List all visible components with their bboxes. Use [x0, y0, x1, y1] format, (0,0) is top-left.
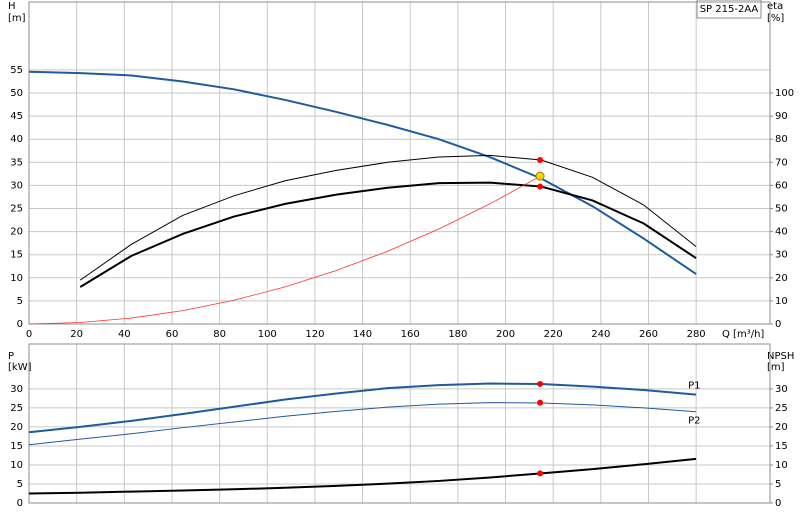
- plot-frame: [28, 343, 771, 504]
- y2-tick-label: 25: [775, 403, 788, 414]
- y-tick-label: 10: [10, 273, 23, 284]
- y-tick-label: 10: [10, 460, 23, 471]
- y-tick-label: 0: [17, 319, 23, 330]
- y2-tick-label: 50: [775, 204, 788, 215]
- y-tick-label: 45: [10, 111, 23, 122]
- operating-point: [537, 380, 544, 387]
- y-tick-label: 5: [17, 479, 23, 490]
- x-tick-label: 120: [305, 329, 324, 340]
- y-axis-unit: [kW]: [8, 362, 32, 373]
- x-tick-label: 140: [353, 329, 372, 340]
- y2-axis-label: eta: [767, 1, 783, 12]
- curve: [28, 457, 697, 495]
- y2-tick-label: 10: [775, 296, 788, 307]
- y2-tick-label: 0: [775, 498, 781, 509]
- y-tick-label: 20: [10, 422, 23, 433]
- pump-model: SP 215-2AA: [700, 4, 759, 15]
- y-tick-label: 0: [17, 498, 23, 509]
- x-axis-label: Q [m³/h]: [722, 329, 764, 340]
- y2-axis-unit: [m]: [767, 362, 785, 373]
- curve: [28, 175, 542, 325]
- y-tick-label: 5: [17, 296, 23, 307]
- y2-tick-label: 80: [775, 134, 788, 145]
- y2-tick-label: 15: [775, 441, 788, 452]
- curve: [79, 154, 697, 281]
- y-tick-label: 15: [10, 441, 23, 452]
- y-axis-label: P: [8, 351, 14, 362]
- y2-tick-label: 60: [775, 180, 788, 191]
- y-tick-label: 25: [10, 403, 23, 414]
- y-tick-label: 20: [10, 227, 23, 238]
- y-tick-label: 15: [10, 250, 23, 261]
- y-axis-label: H: [8, 1, 16, 12]
- plot-frame: [28, 1, 771, 325]
- operating-point: [537, 470, 544, 477]
- x-tick-label: 220: [544, 329, 563, 340]
- x-tick-label: 160: [401, 329, 420, 340]
- y2-tick-label: 20: [775, 422, 788, 433]
- curve-label: P1: [688, 381, 700, 392]
- y2-tick-label: 5: [775, 479, 781, 490]
- y2-axis-label: NPSH: [767, 351, 794, 362]
- y-tick-label: 35: [10, 157, 23, 168]
- y2-tick-label: 0: [775, 319, 781, 330]
- operating-point: [537, 399, 544, 406]
- x-tick-label: 60: [166, 329, 179, 340]
- y2-tick-label: 40: [775, 227, 788, 238]
- y2-tick-label: 30: [775, 250, 788, 261]
- y2-tick-label: 20: [775, 273, 788, 284]
- x-tick-label: 80: [213, 329, 226, 340]
- y-axis-unit: [m]: [8, 13, 26, 24]
- y2-tick-label: 30: [775, 384, 788, 395]
- y2-tick-label: 90: [775, 111, 788, 122]
- curve: [28, 70, 697, 275]
- x-tick-label: 200: [496, 329, 515, 340]
- y2-axis-unit: [%]: [767, 13, 784, 24]
- y-tick-label: 40: [10, 134, 23, 145]
- y2-tick-label: 70: [775, 157, 788, 168]
- y2-tick-label: 100: [775, 88, 794, 99]
- x-tick-label: 280: [687, 329, 706, 340]
- label-box: [696, 0, 762, 19]
- curve: [28, 382, 697, 434]
- y-tick-label: 25: [10, 204, 23, 215]
- y2-tick-label: 10: [775, 460, 788, 471]
- x-tick-label: 40: [118, 329, 131, 340]
- operating-point: [535, 171, 545, 181]
- x-tick-label: 260: [639, 329, 658, 340]
- y-tick-label: 30: [10, 180, 23, 191]
- y-tick-label: 50: [10, 88, 23, 99]
- y-tick-label: 55: [10, 65, 23, 76]
- x-tick-label: 240: [591, 329, 610, 340]
- curve-label: P2: [688, 416, 700, 427]
- operating-point: [537, 183, 544, 190]
- curve: [28, 402, 697, 446]
- curve: [79, 181, 697, 288]
- x-tick-label: 20: [70, 329, 83, 340]
- x-tick-label: 100: [258, 329, 277, 340]
- x-tick-label: 180: [448, 329, 467, 340]
- y-tick-label: 30: [10, 384, 23, 395]
- x-tick-label: 0: [26, 329, 32, 340]
- operating-point: [537, 156, 544, 163]
